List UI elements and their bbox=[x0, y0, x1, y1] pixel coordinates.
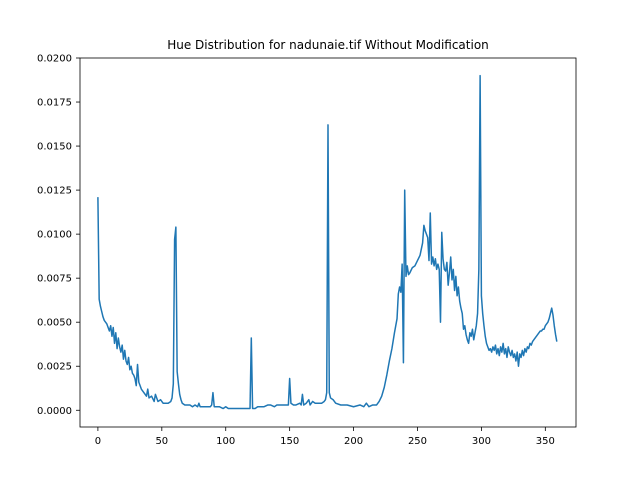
y-tick-label: 0.0200 bbox=[37, 54, 72, 65]
y-tick-label: 0.0100 bbox=[37, 230, 72, 241]
plot-frame bbox=[79, 57, 577, 428]
x-tick-label: 250 bbox=[408, 436, 427, 447]
y-tick-label: 0.0175 bbox=[37, 98, 72, 109]
y-tick-label: 0.0025 bbox=[37, 362, 72, 373]
chart-title: Hue Distribution for nadunaie.tif Withou… bbox=[167, 38, 489, 52]
x-tick-label: 300 bbox=[472, 436, 491, 447]
x-tick-label: 100 bbox=[216, 436, 235, 447]
y-tick-label: 0.0125 bbox=[37, 186, 72, 197]
y-axis-ticks: 0.0000 0.0025 0.0050 0.0075 0.0100 0.0125 0.01… bbox=[37, 54, 80, 417]
y-tick-label: 0.0150 bbox=[37, 142, 72, 153]
x-tick-label: 350 bbox=[536, 436, 555, 447]
x-axis-ticks: 0 50 100 150 200 250 300 350 bbox=[95, 427, 555, 447]
x-tick-label: 0 bbox=[95, 436, 101, 447]
x-tick-label: 50 bbox=[155, 436, 168, 447]
y-tick-label: 0.0000 bbox=[37, 406, 72, 417]
y-tick-label: 0.0075 bbox=[37, 274, 72, 285]
hue-distribution-line bbox=[97, 74, 558, 410]
y-tick-label: 0.0050 bbox=[37, 318, 72, 329]
x-tick-label: 200 bbox=[344, 436, 363, 447]
x-tick-label: 150 bbox=[280, 436, 299, 447]
